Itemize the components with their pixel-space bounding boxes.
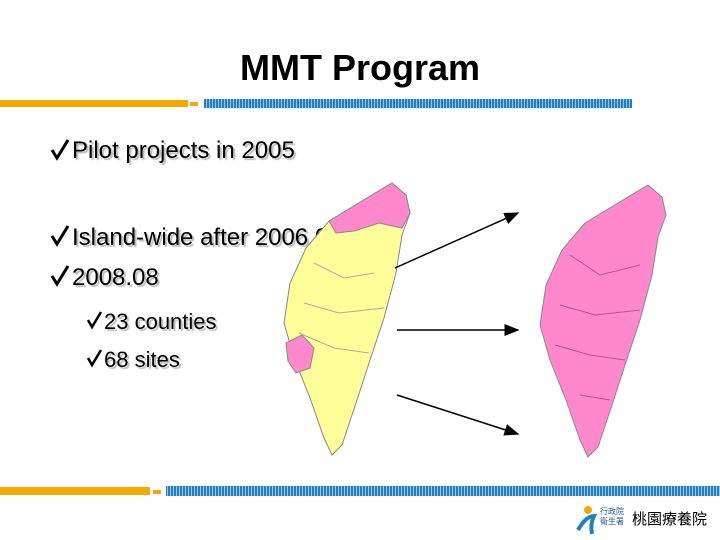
- sub-bullet: 23 counties: [104, 309, 217, 334]
- sub-bullet: 68 sites: [104, 347, 180, 372]
- bullet: Pilot projects in 2005: [72, 137, 295, 164]
- arrows: [394, 212, 520, 436]
- logo-org: 衛生署: [600, 516, 624, 526]
- title: MMT Program: [240, 47, 480, 88]
- logo-org: 行政院: [600, 506, 624, 516]
- check-icon: [50, 139, 70, 161]
- header-bar: [0, 100, 188, 107]
- header-bar: [190, 102, 198, 106]
- check-icon: [86, 311, 103, 330]
- check-icon: [86, 349, 103, 368]
- footer-bar: [166, 486, 720, 496]
- map-2005: [283, 182, 411, 456]
- bullet: Island-wide after 2006.07: [72, 224, 342, 251]
- check-icon: [50, 225, 70, 247]
- logo-name: 桃園療養院: [632, 510, 707, 528]
- footer-bar: [153, 490, 161, 494]
- footer-bar: [0, 487, 150, 495]
- map-2008: [539, 184, 667, 458]
- header-bar: [204, 99, 632, 108]
- check-icon: [50, 265, 70, 287]
- bullet: 2008.08: [72, 264, 159, 291]
- logo: 行政院 衛生署 桃園療養院: [576, 506, 707, 535]
